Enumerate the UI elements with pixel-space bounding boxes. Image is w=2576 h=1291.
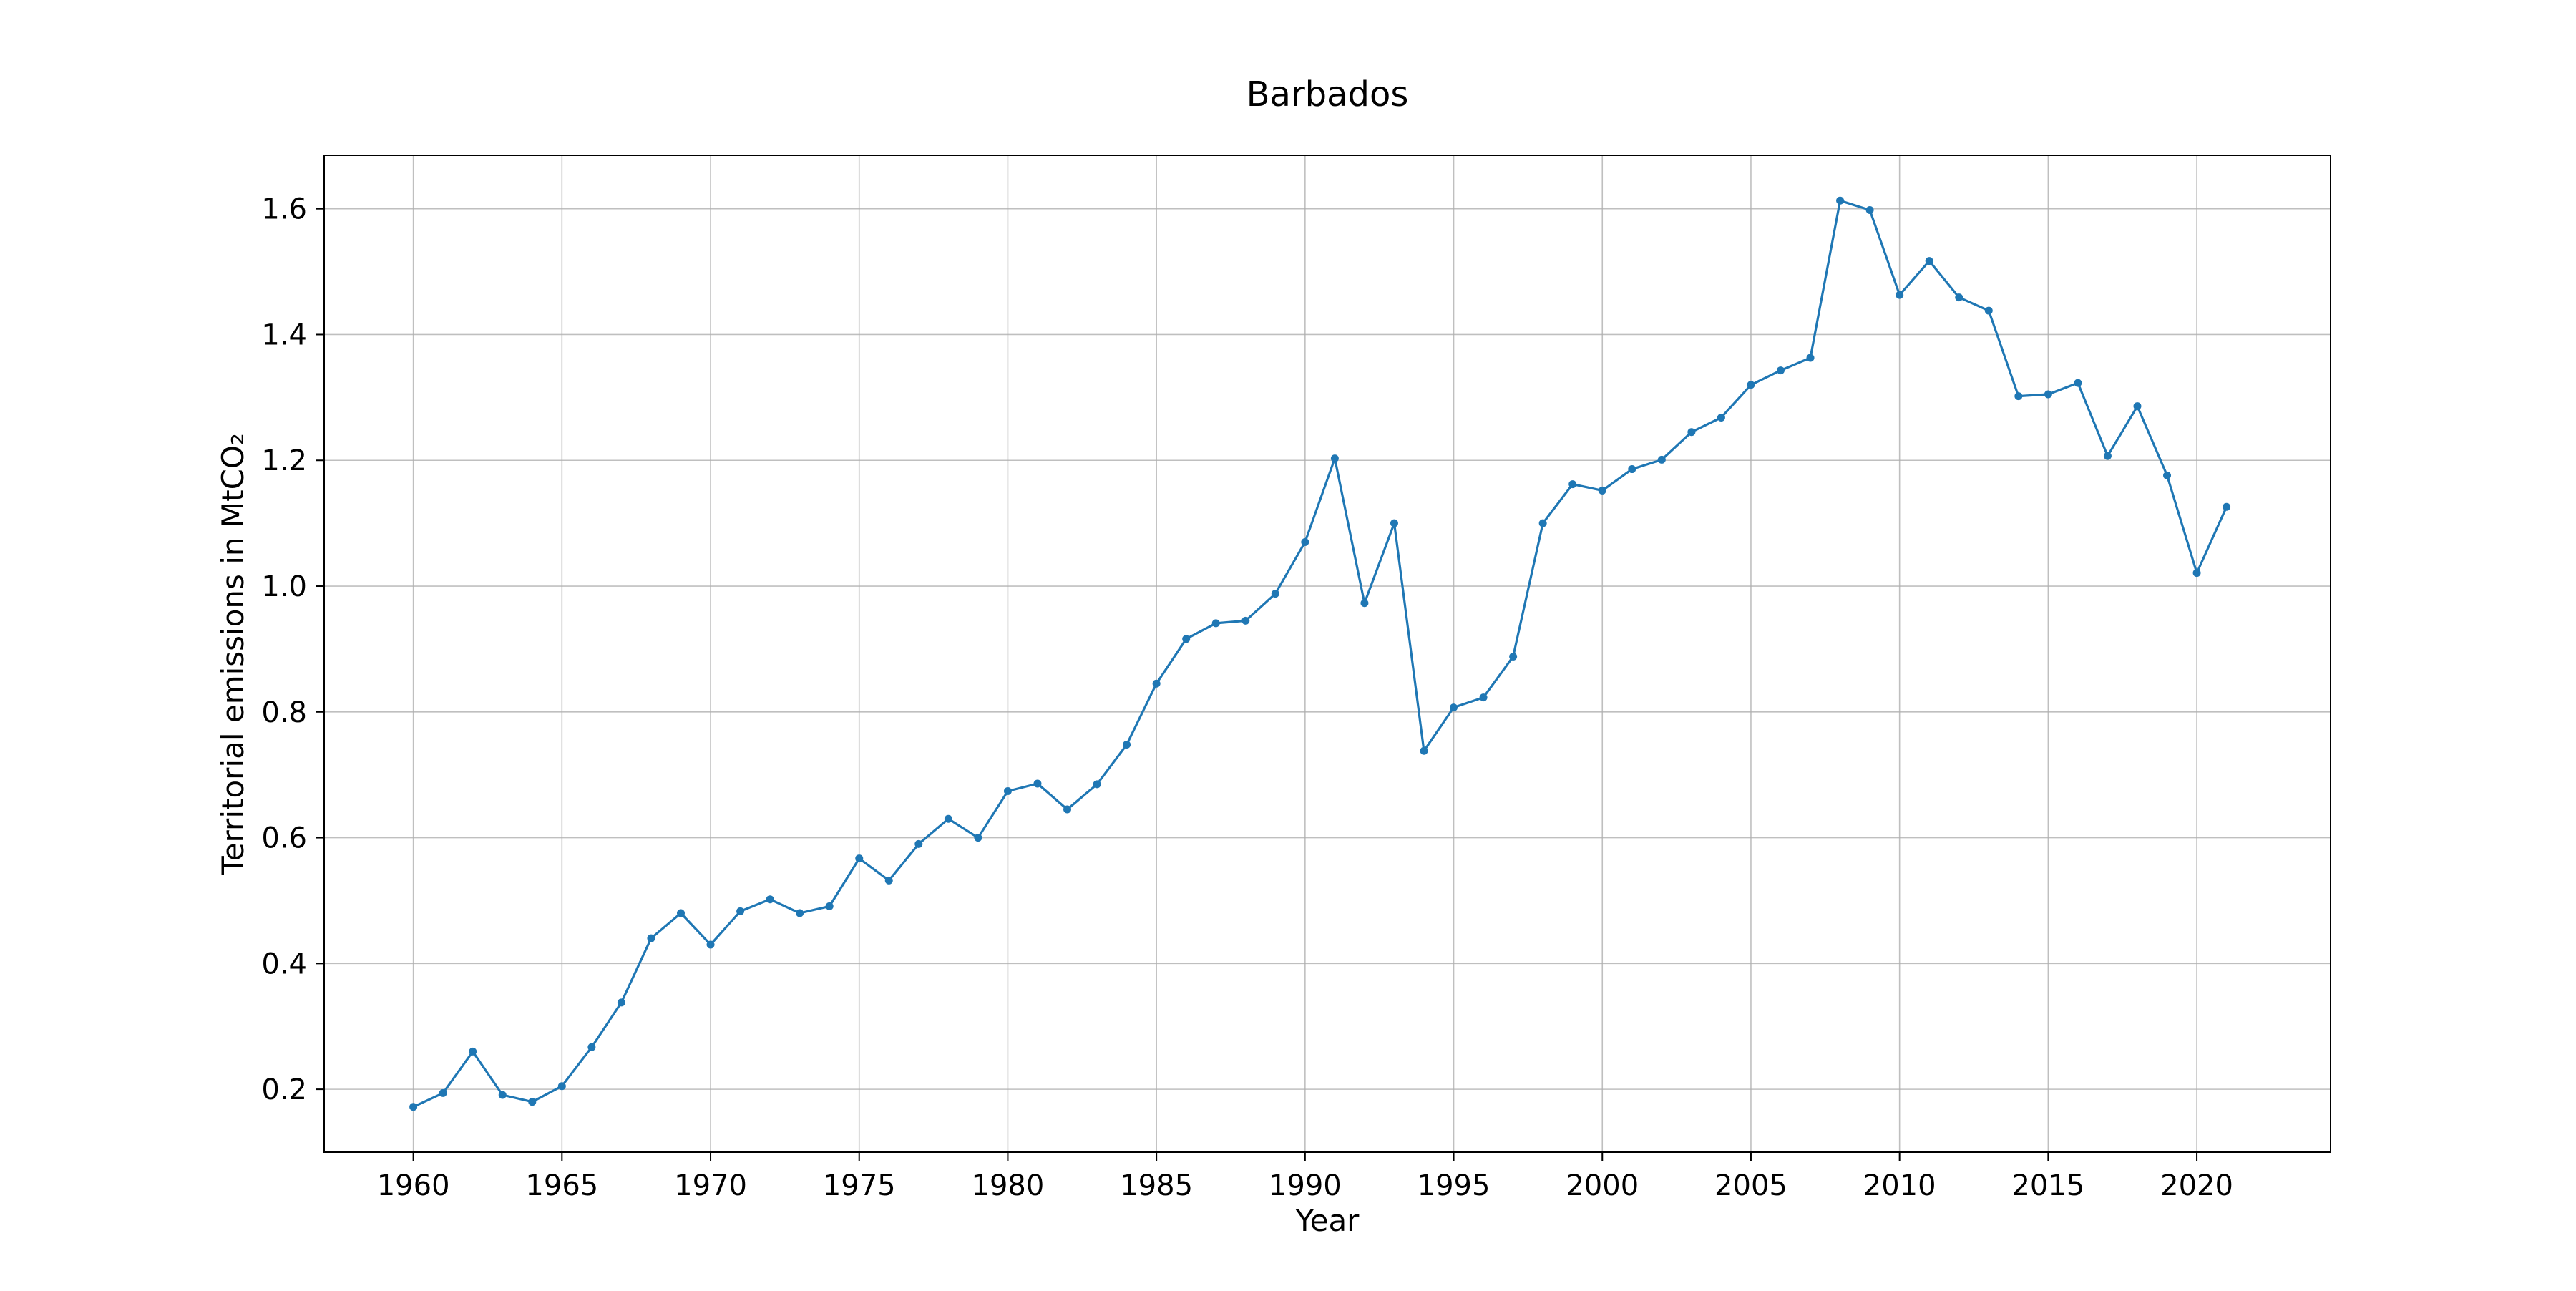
data-point [1598,486,1606,495]
x-tick-label: 2015 [2011,1169,2084,1202]
data-point [706,940,715,949]
data-point [2133,402,2142,411]
y-tick-label: 0.2 [261,1073,307,1106]
data-point [766,895,774,904]
data-point [1182,635,1191,643]
data-point [1123,740,1131,749]
x-tick-label: 2010 [1863,1169,1936,1202]
data-point [944,814,952,823]
data-point [1955,293,1963,302]
data-point [1003,787,1012,796]
data-point [1896,291,1904,299]
data-point [1390,519,1398,527]
data-point [1271,590,1279,598]
data-point [1211,619,1220,628]
data-point [2163,471,2172,479]
y-tick-label: 1.2 [261,444,307,477]
x-tick-label: 1985 [1120,1169,1193,1202]
data-point [1360,599,1369,608]
data-point [409,1103,418,1111]
data-point [1836,196,1845,205]
y-tick-label: 0.6 [261,822,307,855]
x-axis-ticks: 1960 1965 1970 1975 1980 1985 1990 1995 2000 2005… [377,1152,2233,1202]
data-point [439,1088,447,1097]
x-tick-label: 2000 [1566,1169,1639,1202]
data-point [587,1043,596,1051]
data-point [1747,381,1755,389]
y-axis-ticks: 0.2 0.4 0.6 0.8 1.0 1.2 1.4 1.6 [261,193,324,1106]
data-point [469,1047,477,1056]
plot-frame [323,155,2331,1153]
data-point [617,998,625,1007]
data-point [884,876,893,885]
data-point [1063,805,1072,814]
data-point [1717,413,1725,422]
x-tick-label: 2005 [1714,1169,1787,1202]
data-point [1657,455,1666,464]
data-point [1509,652,1518,661]
data-point [676,909,685,917]
data-point [1568,480,1577,489]
data-point [1806,354,1815,362]
x-tick-label: 1970 [674,1169,747,1202]
data-point [2192,569,2201,578]
data-point [557,1082,566,1091]
data-point [1450,703,1458,712]
x-axis-title: Year [1295,1203,1360,1238]
data-point [528,1098,537,1106]
data-point [1984,306,1993,315]
data-point [498,1091,507,1099]
data-point [1865,205,1874,214]
data-point [1538,519,1547,527]
data-point [647,934,655,942]
grid-lines [324,155,2331,1152]
y-tick-label: 1.0 [261,570,307,603]
data-point [1152,679,1161,688]
data-point [1628,465,1636,474]
data-point [1330,454,1339,463]
data-point [2223,502,2231,511]
data-point [1033,779,1042,788]
x-tick-label: 2020 [2160,1169,2233,1202]
data-point [1479,693,1488,702]
data-point [825,902,834,910]
x-tick-label: 1960 [377,1169,450,1202]
x-tick-label: 1990 [1269,1169,1342,1202]
data-point [796,909,804,917]
chart-title: Barbados [1246,74,1409,115]
data-point [914,839,923,848]
y-tick-label: 1.4 [261,318,307,351]
data-point [2103,452,2112,460]
y-tick-label: 0.4 [261,947,307,980]
data-point [1776,366,1785,375]
data-point [2044,390,2052,399]
data-point [1301,538,1309,547]
x-tick-label: 1995 [1418,1169,1491,1202]
x-tick-label: 1980 [972,1169,1045,1202]
x-tick-label: 1965 [525,1169,598,1202]
data-point [1687,428,1696,437]
data-point [1241,616,1250,625]
data-point [2014,392,2023,401]
y-axis-title: Territorial emissions in MtCO₂ [215,433,250,875]
data-point [736,907,745,915]
data-point [855,854,864,863]
data-point [1925,257,1933,265]
data-point [1093,780,1101,789]
data-point [2074,379,2082,387]
data-point [974,834,982,842]
data-series [409,196,2231,1111]
x-tick-label: 1975 [823,1169,896,1202]
y-tick-label: 0.8 [261,696,307,729]
y-tick-label: 1.6 [261,193,307,226]
data-point [1420,746,1428,755]
emissions-series-line [412,199,2228,1109]
